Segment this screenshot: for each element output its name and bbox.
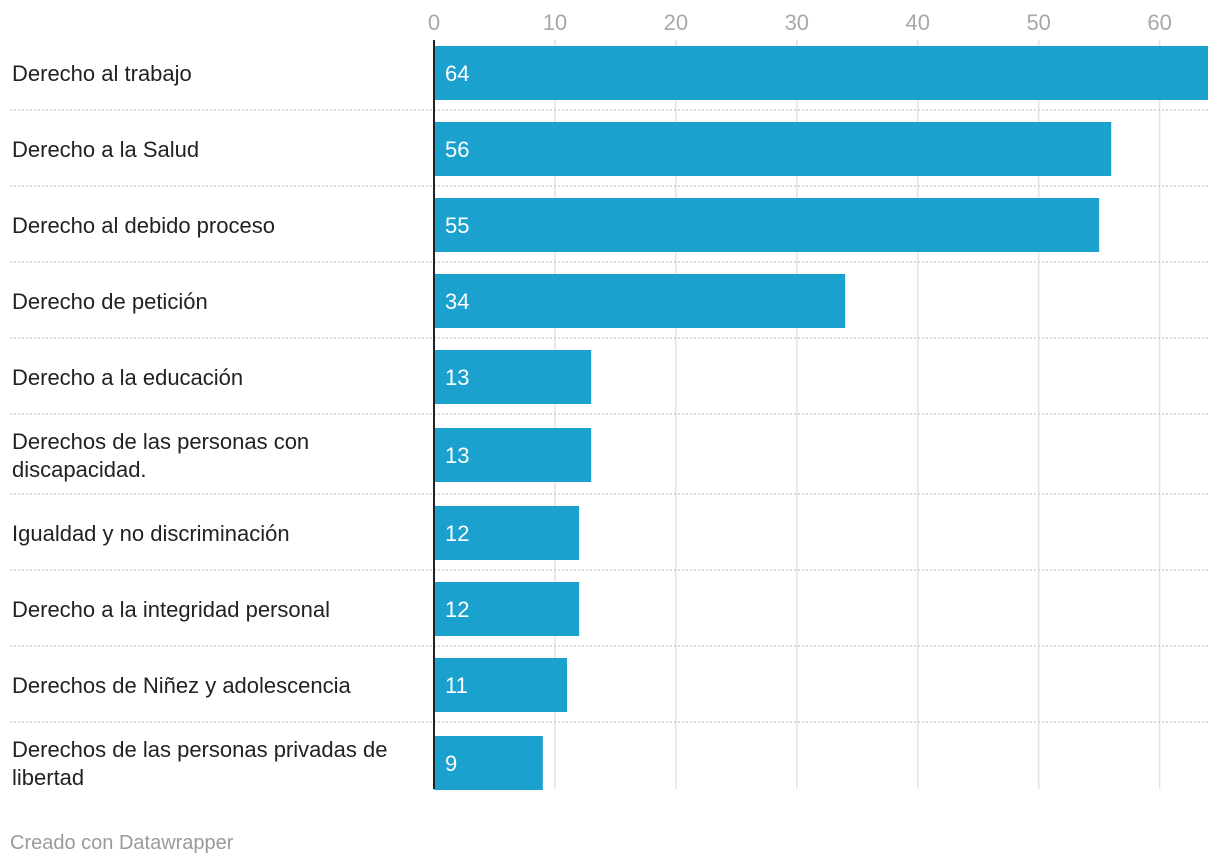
category-label: Derecho a la educación [12, 365, 243, 390]
bar [434, 350, 592, 404]
x-tick-label: 60 [1147, 10, 1171, 35]
bar [434, 122, 1112, 176]
bar-value-label: 12 [445, 597, 469, 622]
bar [434, 198, 1100, 252]
x-tick-label: 10 [543, 10, 567, 35]
bar [434, 582, 580, 636]
bar [434, 428, 592, 482]
bar [434, 506, 580, 560]
category-label: Igualdad y no discriminación [12, 521, 290, 546]
bar-value-label: 56 [445, 137, 469, 162]
bar-value-label: 34 [445, 289, 469, 314]
bar [434, 736, 543, 790]
x-tick-label: 40 [906, 10, 930, 35]
bar-value-label: 13 [445, 365, 469, 390]
credit-text: Creado con Datawrapper [10, 832, 234, 854]
category-label: Derecho al trabajo [12, 61, 192, 86]
x-tick-label: 0 [428, 10, 440, 35]
bar-value-label: 9 [445, 751, 457, 776]
bar-chart: 0 10 20 30 40 50 60 Derecho al trabajo Derecho a… [10, 10, 1208, 790]
category-label: Derechos de las personas con discapacidad… [12, 429, 309, 482]
category-label: Derechos de Niñez y adolescencia [12, 673, 352, 698]
bar-value-label: 64 [445, 61, 469, 86]
x-tick-label: 50 [1026, 10, 1050, 35]
x-tick-label: 30 [785, 10, 809, 35]
category-label: Derecho al debido proceso [12, 213, 275, 238]
bar [434, 46, 1208, 100]
category-label: Derecho a la integridad personal [12, 597, 330, 622]
category-label: Derecho a la Salud [12, 137, 199, 162]
category-label: Derechos de las personas privadas de libe… [12, 737, 387, 790]
bar [434, 274, 846, 328]
x-tick-label: 20 [664, 10, 688, 35]
category-label: Derecho de petición [12, 289, 208, 314]
bar-value-label: 55 [445, 213, 469, 238]
bar-value-label: 12 [445, 521, 469, 546]
bar [434, 658, 568, 712]
bar-value-label: 11 [445, 673, 468, 698]
bar-value-label: 13 [445, 443, 469, 468]
